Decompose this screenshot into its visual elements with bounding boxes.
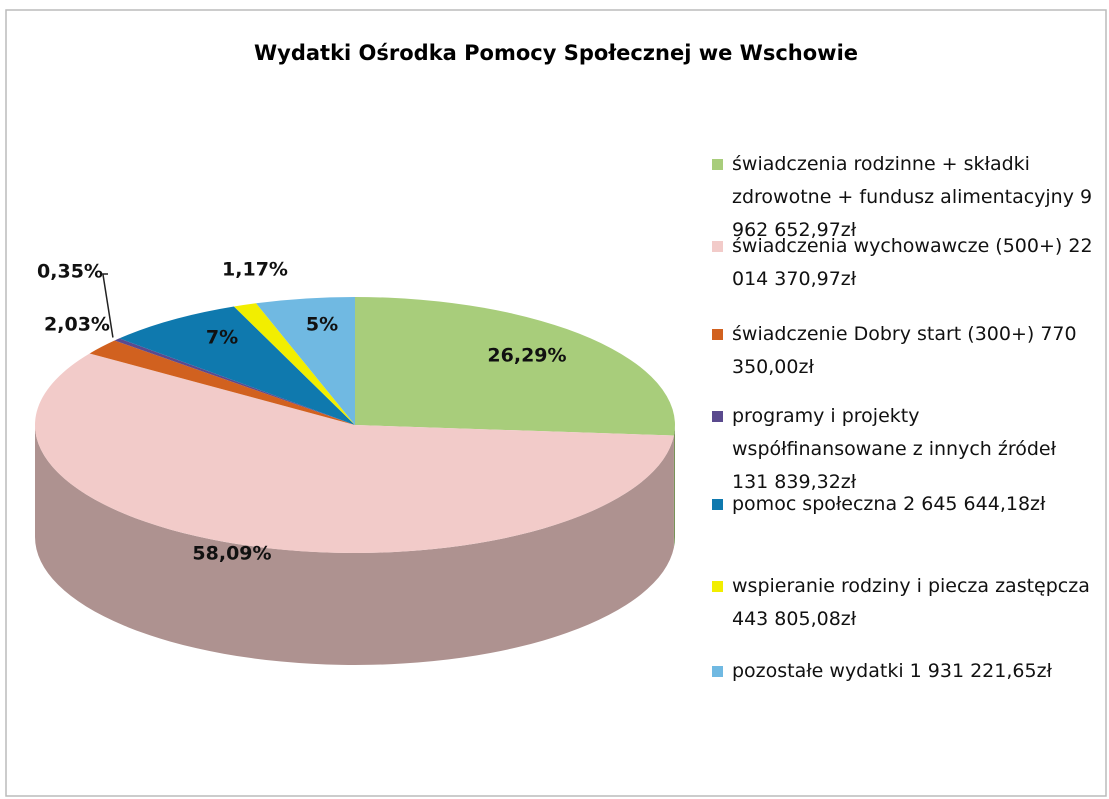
slice [114, 338, 355, 425]
slice-side [35, 425, 674, 666]
legend-item: świadczenie Dobry start (300+) 770 350,0… [712, 318, 1097, 384]
slice [233, 303, 355, 425]
legend-label: świadczenia rodzinne + składki zdrowotne… [732, 153, 1093, 241]
slice [256, 297, 355, 425]
slice-side [673, 425, 675, 548]
legend-swatch [712, 159, 723, 170]
slice [35, 353, 674, 553]
legend-swatch [712, 581, 723, 592]
legend-item: pozostałe wydatki 1 931 221,65zł [712, 655, 1097, 688]
legend-swatch [712, 499, 723, 510]
legend-item: wspieranie rodziny i piecza zastępcza 44… [712, 570, 1097, 636]
legend-label: programy i projekty współfinansowane z i… [732, 405, 1056, 493]
data-label: 26,29% [487, 345, 566, 367]
legend-label: pomoc społeczna 2 645 644,18zł [732, 493, 1046, 515]
legend-label: świadczenie Dobry start (300+) 770 350,0… [732, 323, 1077, 378]
legend-item: pomoc społeczna 2 645 644,18zł [712, 488, 1097, 521]
legend-item: programy i projekty współfinansowane z i… [712, 400, 1097, 499]
data-label: 2,03% [44, 314, 110, 336]
legend-label: świadczenia wychowawcze (500+) 22 014 37… [732, 235, 1093, 290]
legend-swatch [712, 666, 723, 677]
slice [89, 340, 356, 425]
slice [355, 297, 675, 436]
legend-label: pozostałe wydatki 1 931 221,65zł [732, 660, 1052, 682]
legend-swatch [712, 241, 723, 252]
data-label: 1,17% [222, 259, 288, 281]
legend-swatch [712, 329, 723, 340]
data-label: 7% [206, 327, 238, 349]
data-label: 58,09% [192, 543, 271, 565]
data-label: 5% [306, 314, 338, 336]
data-label: 0,35% [37, 261, 103, 283]
chart-title: Wydatki Ośrodka Pomocy Społecznej we Wsc… [254, 41, 858, 65]
slice [119, 306, 355, 425]
legend-item: świadczenia rodzinne + składki zdrowotne… [712, 148, 1097, 247]
legend-label: wspieranie rodziny i piecza zastępcza 44… [732, 575, 1090, 630]
leader-line [102, 273, 114, 338]
frame [5, 9, 1107, 797]
legend-item: świadczenia wychowawcze (500+) 22 014 37… [712, 230, 1097, 296]
legend-swatch [712, 411, 723, 422]
